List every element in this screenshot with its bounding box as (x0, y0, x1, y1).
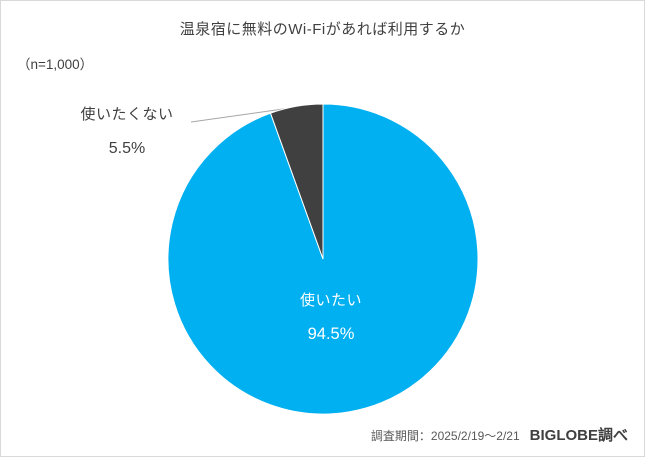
pie-slice-dont-want (269, 103, 324, 260)
slice-value-want: 94.5% (307, 325, 355, 343)
leader-line (190, 106, 298, 123)
slice-label-want: 使いたい (299, 292, 362, 309)
slice-value-dont-want: 5.5% (108, 140, 146, 157)
survey-period-label: 調査期間：2025/2/19～2/21 (370, 429, 520, 443)
footer: 調査期間：2025/2/19～2/21 BIGLOBE調べ (371, 424, 628, 445)
slice-label-dont-want: 使いたくない (80, 106, 174, 123)
chart-title: 温泉宿に無料のWi-Fiがあれば利用するか (179, 21, 466, 38)
source-credit-label: BIGLOBE調べ (529, 427, 628, 444)
sample-size-label: （n=1,000） (17, 57, 94, 72)
